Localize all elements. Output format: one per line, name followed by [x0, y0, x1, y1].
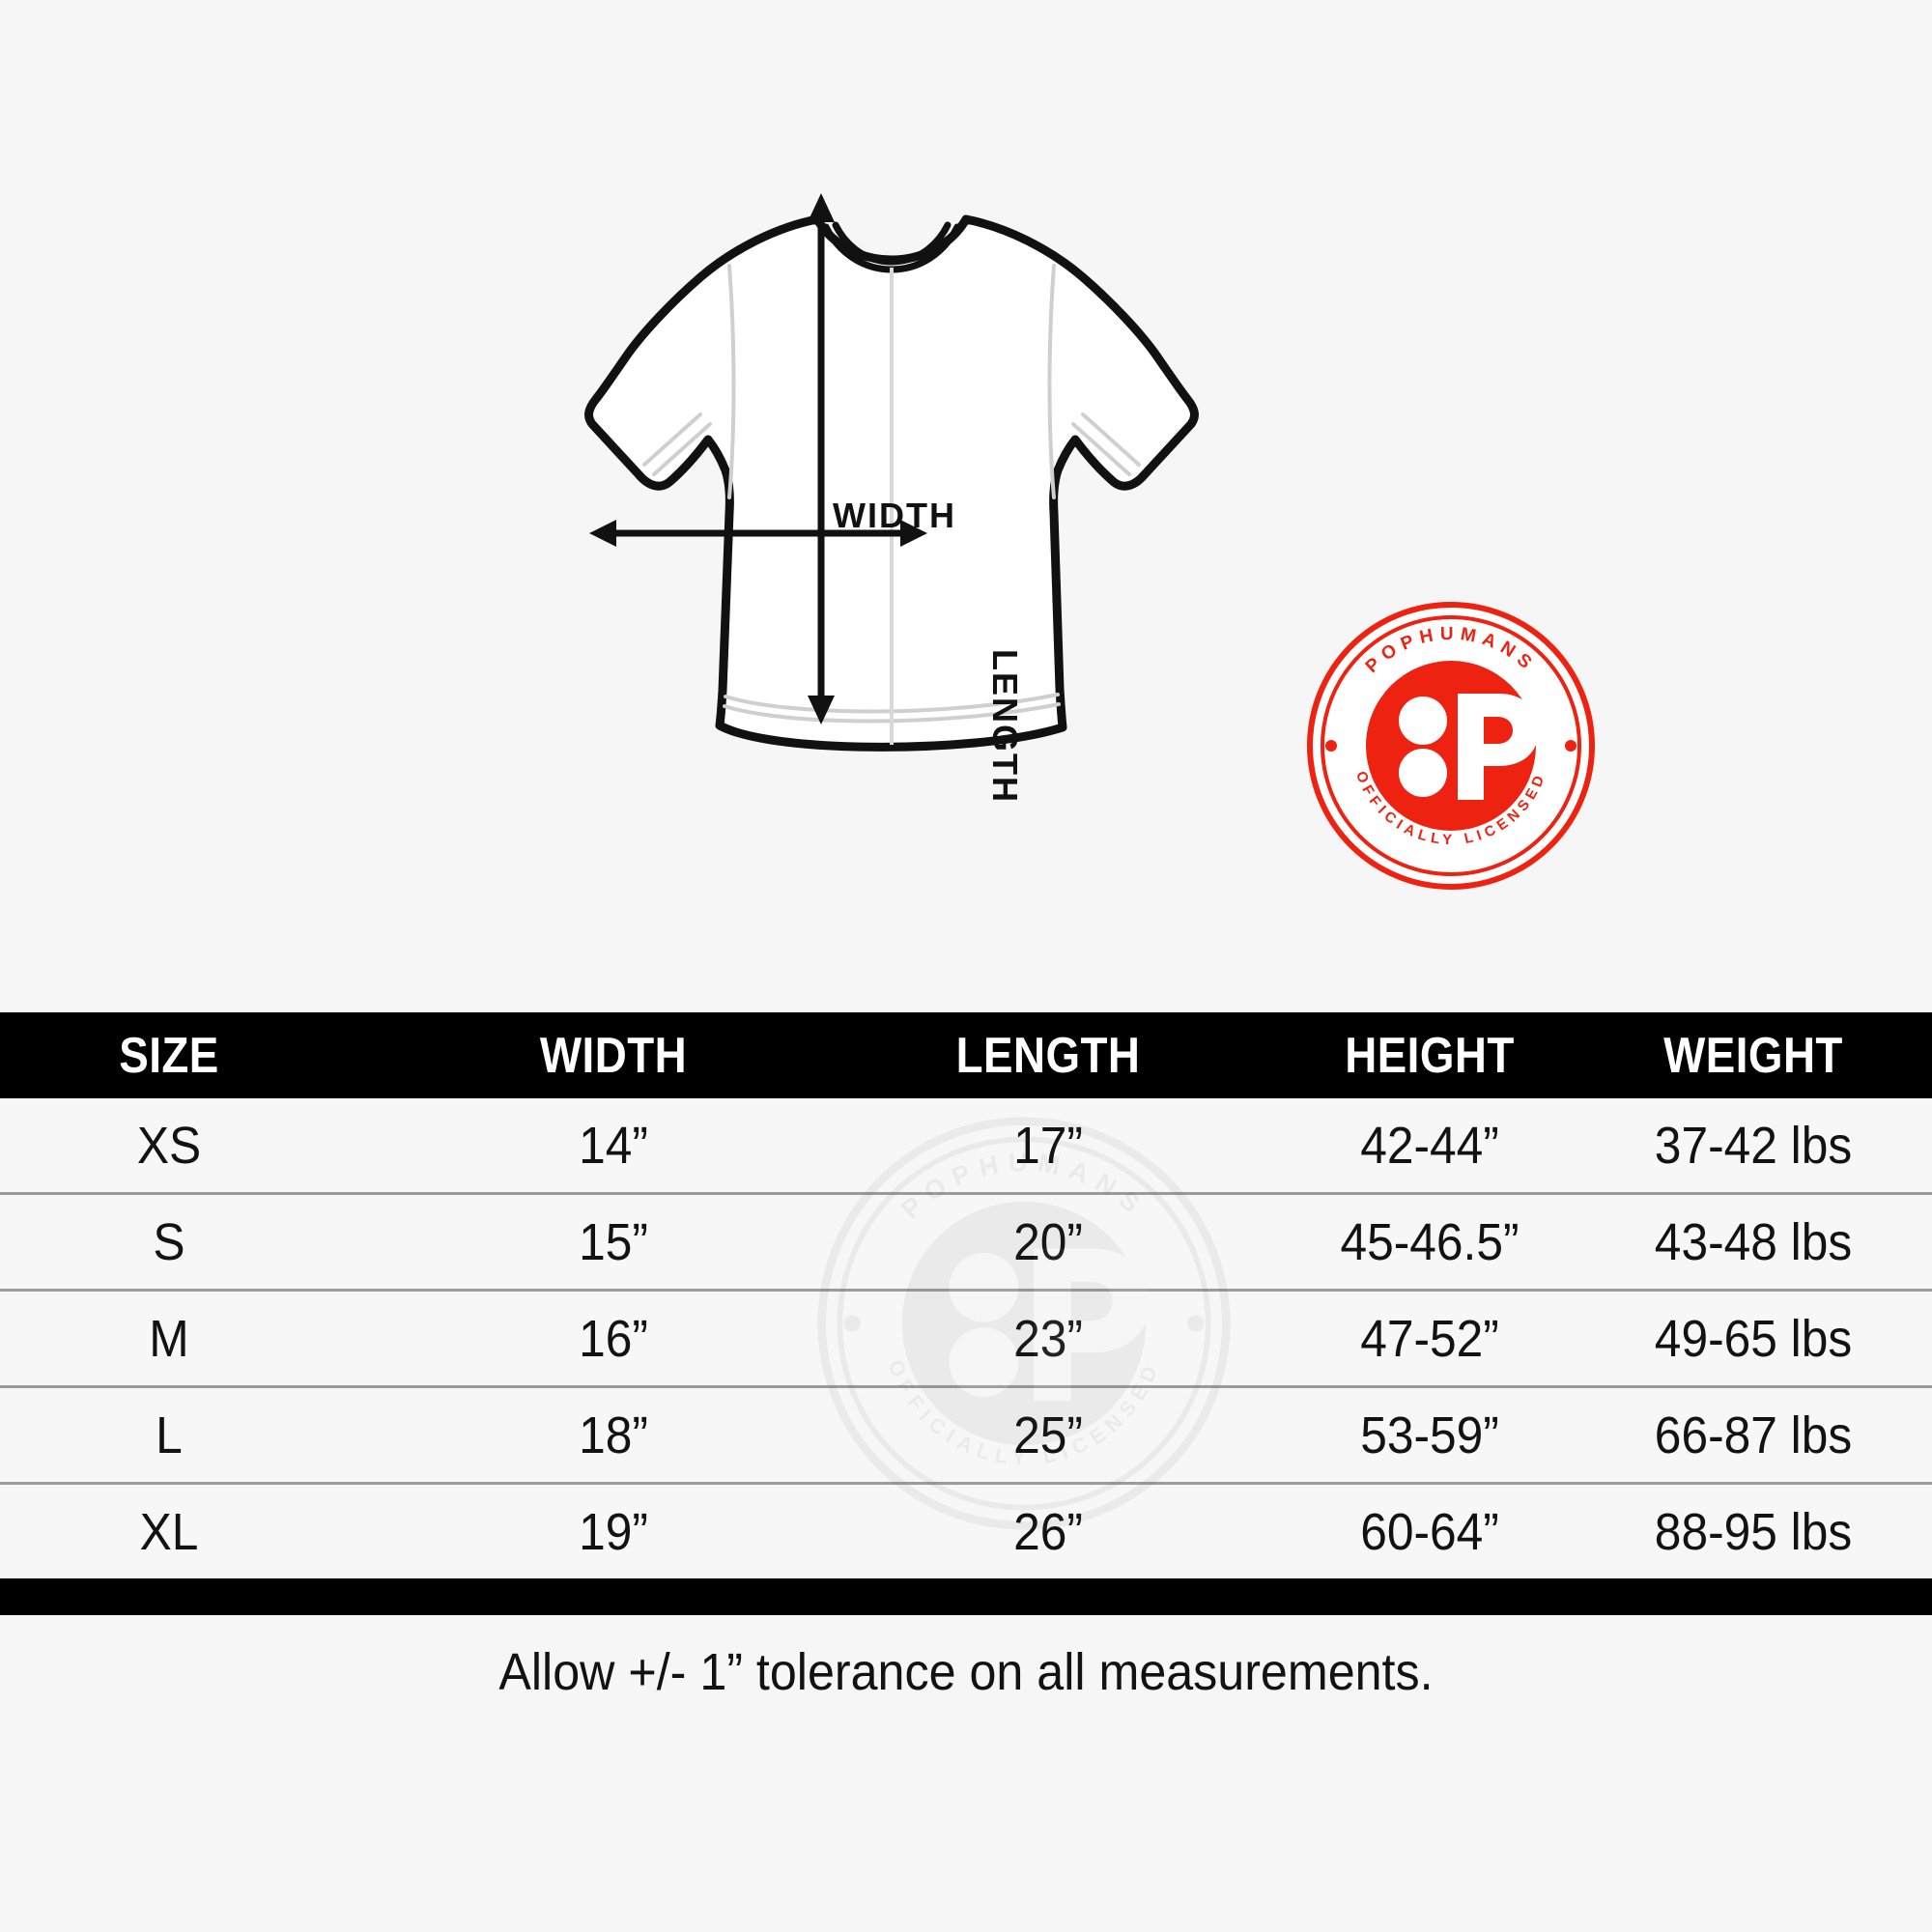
- tolerance-note-text: Allow +/- 1” tolerance on all measuremen…: [498, 1643, 1434, 1701]
- table-row: XS 14” 17” 42-44” 37-42 lbs: [0, 1098, 1932, 1195]
- cell-weight: 43-48 lbs: [1654, 1212, 1853, 1271]
- table-row: M 16” 23” 47-52” 49-65 lbs: [0, 1292, 1932, 1388]
- cell-width: 14”: [579, 1116, 648, 1175]
- cell-length: 23”: [1013, 1309, 1083, 1368]
- tolerance-note: Allow +/- 1” tolerance on all measuremen…: [0, 1642, 1932, 1702]
- column-header-size: SIZE: [119, 1027, 219, 1084]
- garment-illustration: WIDTH LENGTH: [584, 193, 1595, 890]
- cell-height: 45-46.5”: [1340, 1212, 1520, 1271]
- column-header-width: WIDTH: [539, 1027, 688, 1084]
- cell-width: 18”: [579, 1406, 648, 1464]
- cell-size: M: [149, 1309, 189, 1368]
- cell-height: 42-44”: [1360, 1116, 1499, 1175]
- size-chart-table: SIZE WIDTH LENGTH HEIGHT WEIGHT XS 14” 1…: [0, 1012, 1932, 1615]
- cell-height: 47-52”: [1360, 1309, 1499, 1368]
- table-header-row: SIZE WIDTH LENGTH HEIGHT WEIGHT: [0, 1012, 1932, 1098]
- column-header-length: LENGTH: [955, 1027, 1141, 1084]
- table-row: S 15” 20” 45-46.5” 43-48 lbs: [0, 1195, 1932, 1292]
- cell-size: L: [156, 1406, 183, 1464]
- cell-width: 16”: [579, 1309, 648, 1368]
- cell-size: XL: [139, 1502, 199, 1561]
- table-footer-bar: [0, 1578, 1932, 1615]
- cell-length: 17”: [1013, 1116, 1083, 1175]
- column-header-weight: WEIGHT: [1663, 1027, 1843, 1084]
- cell-weight: 88-95 lbs: [1654, 1502, 1853, 1561]
- width-label: WIDTH: [833, 496, 956, 535]
- cell-weight: 37-42 lbs: [1654, 1116, 1853, 1175]
- cell-length: 20”: [1013, 1212, 1083, 1271]
- cell-height: 60-64”: [1360, 1502, 1499, 1561]
- cell-width: 19”: [579, 1502, 648, 1561]
- tshirt-diagram: [584, 214, 1199, 752]
- length-label: LENGTH: [985, 649, 1025, 804]
- cell-weight: 49-65 lbs: [1654, 1309, 1853, 1368]
- pophumans-logo: POPHUMANS OFFICIALLY LICENSED: [1307, 602, 1595, 890]
- cell-size: XS: [136, 1116, 202, 1175]
- column-header-height: HEIGHT: [1345, 1027, 1515, 1084]
- width-arrow-icon: [589, 520, 927, 547]
- cell-width: 15”: [579, 1212, 648, 1271]
- cell-weight: 66-87 lbs: [1654, 1406, 1853, 1464]
- cell-size: S: [153, 1212, 185, 1271]
- table-row: XL 19” 26” 60-64” 88-95 lbs: [0, 1485, 1932, 1578]
- cell-length: 25”: [1013, 1406, 1083, 1464]
- cell-length: 26”: [1013, 1502, 1083, 1561]
- cell-height: 53-59”: [1360, 1406, 1499, 1464]
- table-row: L 18” 25” 53-59” 66-87 lbs: [0, 1388, 1932, 1485]
- length-arrow-icon: [808, 193, 835, 724]
